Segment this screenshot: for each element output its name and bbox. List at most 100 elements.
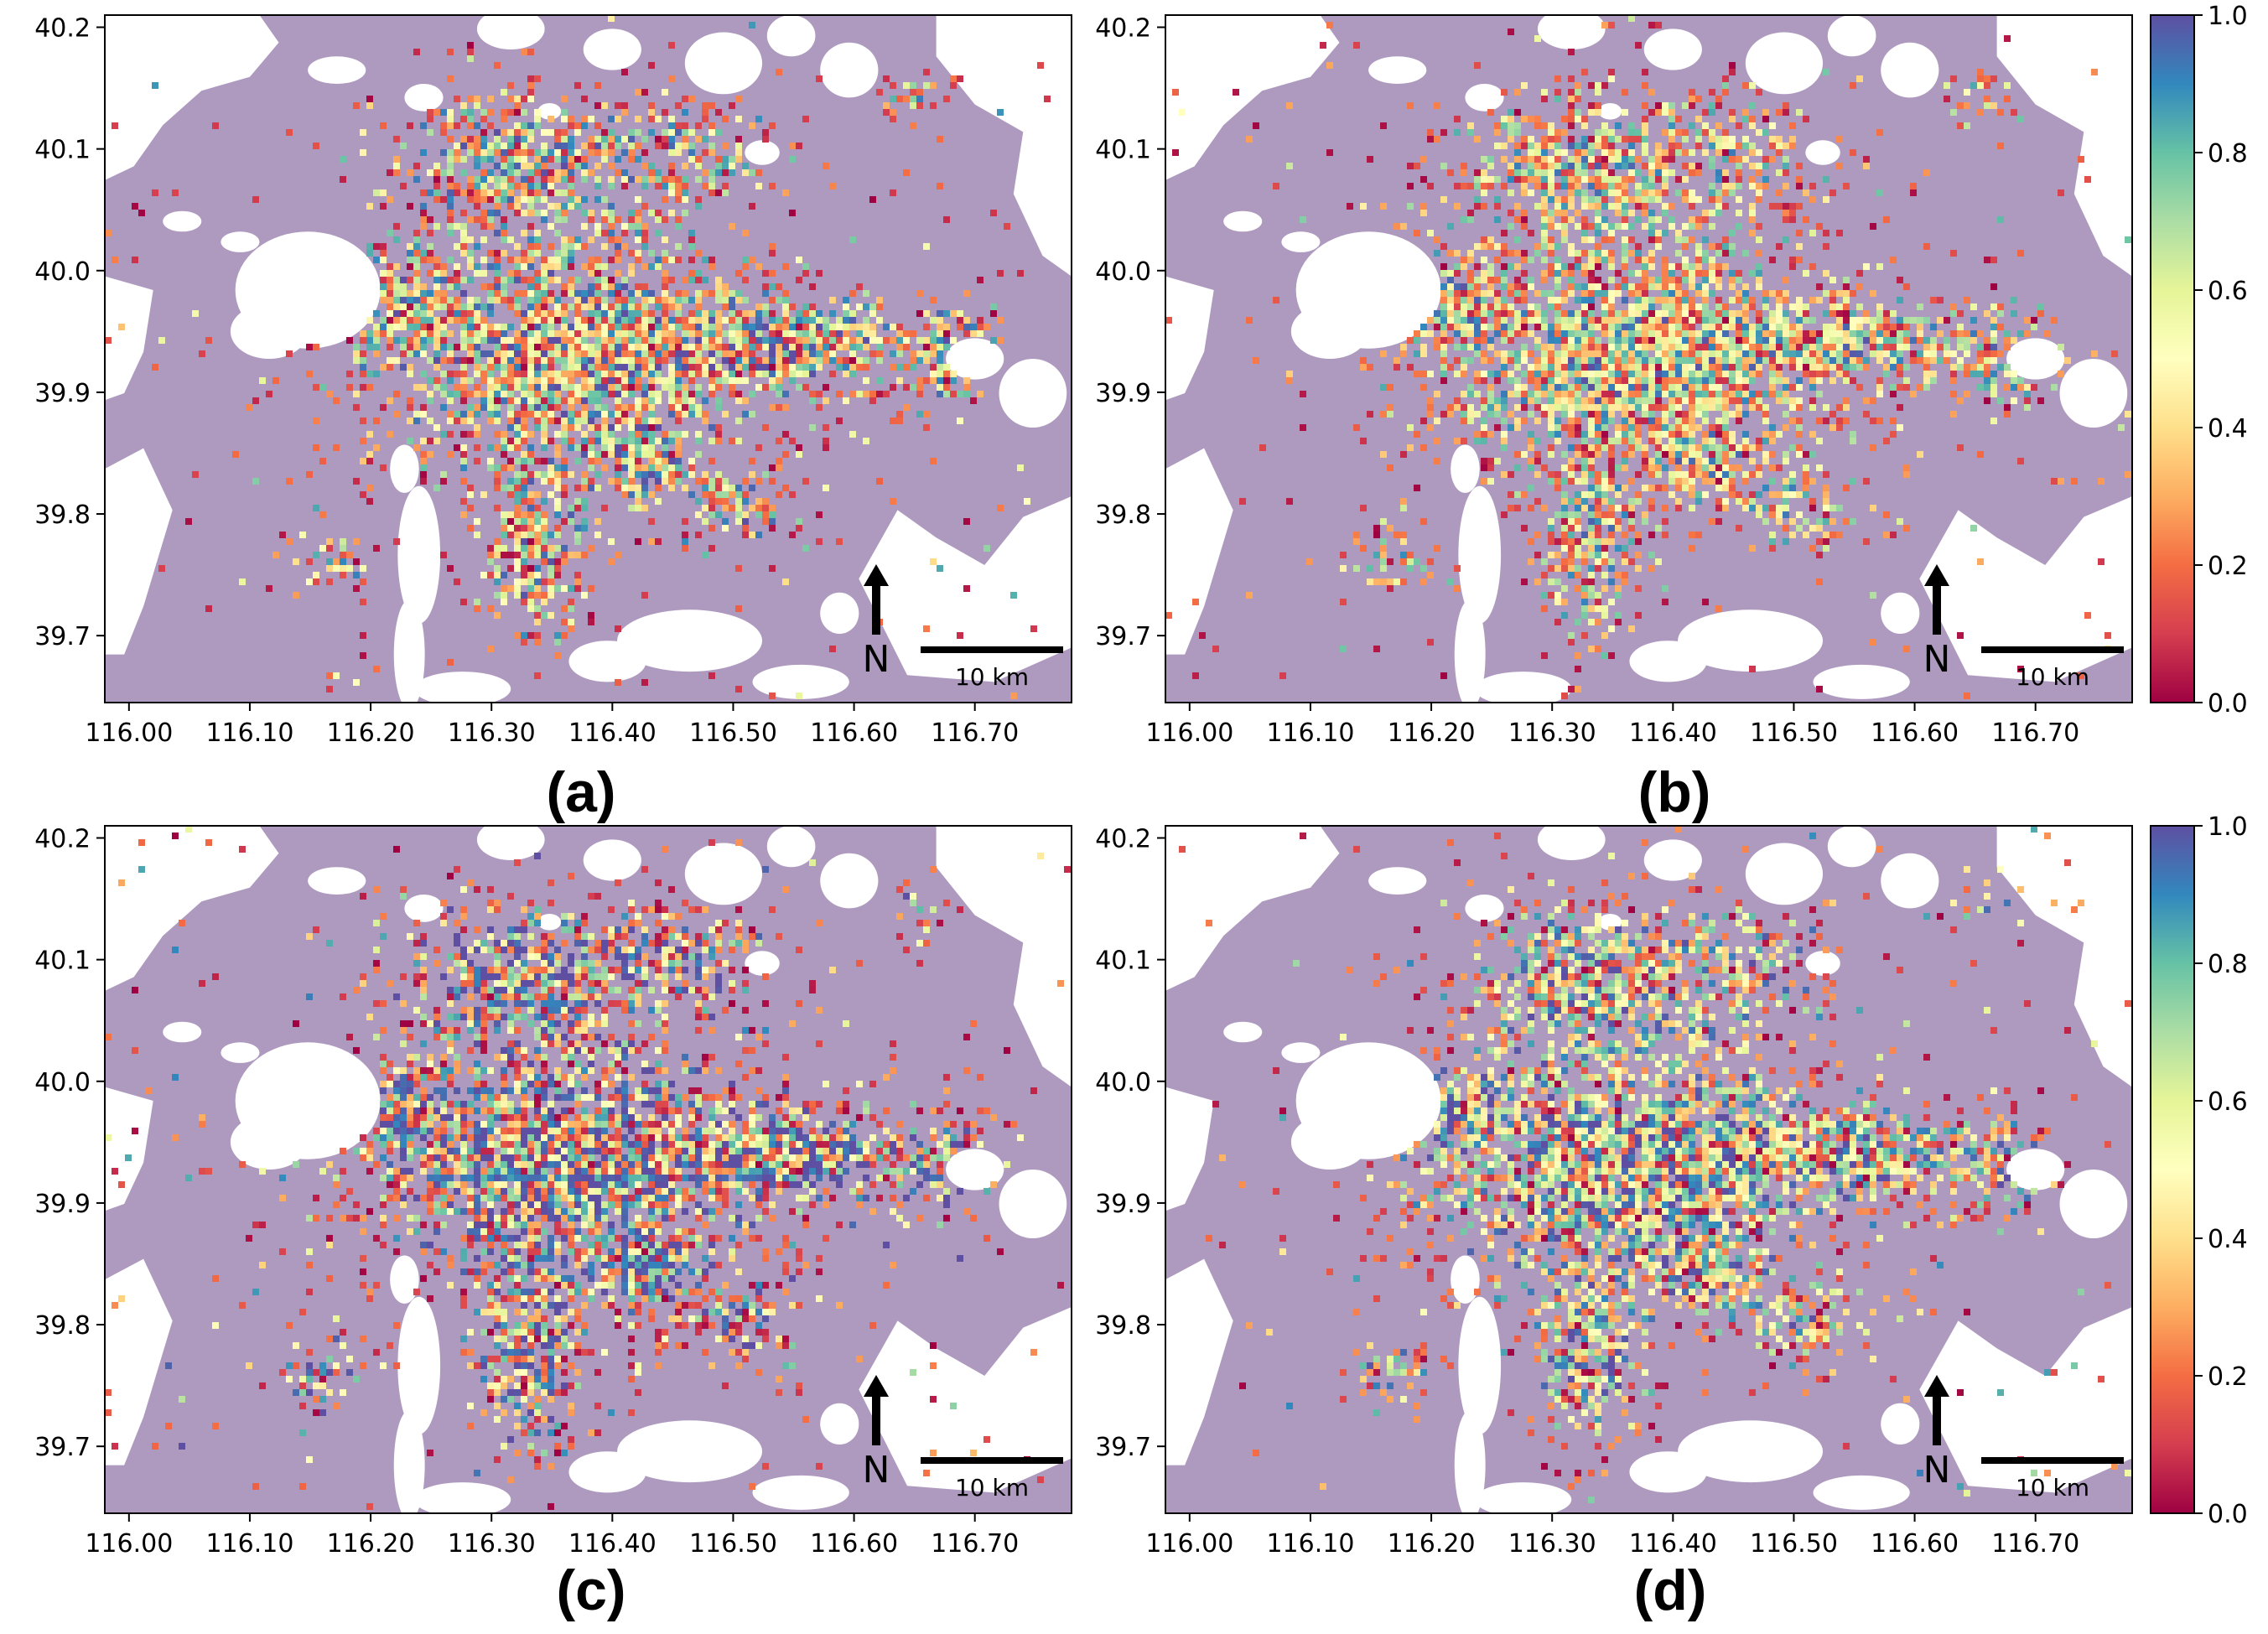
mask-region <box>1165 15 1340 180</box>
map-panel-d: N 10 km 116.00 116.10 116.20 116.30 116.40 116.… <box>1095 825 2133 1622</box>
x-tick-label: 116.00 <box>85 718 173 748</box>
mask-region <box>1881 853 1939 909</box>
mask-region <box>537 913 562 931</box>
y-tick-label: 39.9 <box>1095 379 1151 408</box>
scale-label: 10 km <box>955 1474 1029 1502</box>
mask-region <box>820 1403 859 1445</box>
mask-region <box>999 359 1067 428</box>
mask-region <box>999 1170 1067 1238</box>
x-tick-label: 116.50 <box>1750 1529 1838 1559</box>
mask-region <box>684 843 763 905</box>
mask-region <box>1881 592 1920 635</box>
map-panel-a: N 10 km 116.00 116.10 116.20 116.30 116.40 116.… <box>34 14 1072 824</box>
mask-region <box>1368 56 1427 84</box>
x-tick-label: 116.20 <box>327 718 415 748</box>
colorbar-tick-label: 1.0 <box>2208 812 2248 842</box>
scale-label: 10 km <box>955 663 1029 691</box>
colorbar-top: 0.0 0.2 0.4 0.6 0.8 1.0 <box>2150 2 2248 718</box>
scale-label: 10 km <box>2016 1474 2089 1502</box>
mask-region <box>163 210 202 232</box>
mask-region <box>568 1451 646 1493</box>
y-tick-label: 40.0 <box>1095 1068 1151 1097</box>
urban-cells <box>1165 15 2131 699</box>
mask-region <box>820 42 879 98</box>
y-tick-label: 40.2 <box>34 825 91 854</box>
colorbar-tick-label: 0.0 <box>2208 1500 2248 1529</box>
scale-bar <box>921 646 1063 653</box>
mask-region <box>1451 1255 1480 1304</box>
panel-label-a: (a) <box>546 760 615 824</box>
mask-region <box>583 29 641 70</box>
x-tick-label: 116.50 <box>1750 718 1838 748</box>
mask-region <box>1881 42 1939 98</box>
mask-region <box>1996 15 2132 277</box>
mask-region <box>413 1482 511 1513</box>
mask-region <box>1745 843 1824 905</box>
mask-region <box>1290 1114 1369 1170</box>
mask-region <box>617 610 763 672</box>
north-arrow-shaft <box>1933 583 1941 635</box>
panels-layer: N 10 km 116.00 116.10 116.20 116.30 116.40 116.… <box>34 14 2133 1622</box>
y-tick-label: 40.2 <box>1095 14 1151 44</box>
map-frame <box>104 825 1072 1514</box>
mask-region <box>1537 826 1606 860</box>
mask-region <box>1598 102 1622 120</box>
y-tick-label: 39.9 <box>34 1190 91 1219</box>
mask-region <box>583 839 641 881</box>
mask-region <box>820 592 859 635</box>
x-tick-label: 116.30 <box>448 718 536 748</box>
mask-region <box>1368 867 1427 895</box>
mask-region <box>230 303 309 360</box>
mask-region <box>1805 951 1840 976</box>
mask-region <box>2006 338 2065 380</box>
mask-region <box>1458 1296 1502 1434</box>
x-tick-label: 116.20 <box>1388 718 1476 748</box>
mask-region <box>752 1475 849 1510</box>
mask-region <box>766 15 816 57</box>
x-tick-label: 116.30 <box>1508 1529 1596 1559</box>
colorbar-tick-label: 0.4 <box>2208 1225 2248 1254</box>
mask-region <box>308 867 366 895</box>
y-tick-label: 40.1 <box>1095 136 1151 165</box>
y-tick-label: 40.1 <box>34 136 91 165</box>
mask-region <box>1165 1258 1233 1465</box>
colorbar-bottom: 0.0 0.2 0.4 0.6 0.8 1.0 <box>2150 812 2248 1529</box>
mask-region <box>1281 1042 1321 1063</box>
y-tick-label: 39.7 <box>34 1433 91 1462</box>
y-tick-label: 39.8 <box>34 501 91 530</box>
mask-region <box>1996 826 2132 1087</box>
mask-region <box>390 444 419 493</box>
mask-region <box>684 32 763 95</box>
colorbars-layer: 0.0 0.2 0.4 0.6 0.8 1.0 0.0 0.2 0.4 0.6 0.8 1.0 <box>2150 2 2248 1529</box>
mask-region <box>745 140 780 165</box>
x-tick-label: 116.60 <box>810 1529 898 1559</box>
mask-region <box>1919 1307 2132 1493</box>
mask-region <box>221 231 260 252</box>
y-tick-label: 40.1 <box>34 947 91 976</box>
mask-region <box>1678 610 1824 672</box>
north-arrow-icon <box>1924 1375 1949 1397</box>
mask-region <box>1745 32 1824 95</box>
x-tick-label: 116.40 <box>568 718 657 748</box>
mask-region <box>2006 1149 2065 1190</box>
north-label: N <box>1923 1449 1951 1491</box>
north-arrow-shaft <box>872 1393 880 1445</box>
x-tick-label: 116.50 <box>689 718 777 748</box>
mask-region <box>397 1296 441 1434</box>
map-area-a <box>105 15 1072 703</box>
scale-bar <box>1981 1457 2124 1464</box>
x-tick-label: 116.40 <box>568 1529 657 1559</box>
mask-region <box>1537 15 1606 49</box>
x-tick-label: 116.40 <box>1629 1529 1717 1559</box>
y-tick-label: 39.8 <box>34 1311 91 1341</box>
mask-region <box>568 641 646 682</box>
mask-region <box>1165 448 1233 655</box>
north-label: N <box>863 1449 890 1491</box>
colorbar-tick-label: 0.6 <box>2208 1087 2248 1117</box>
colorbar-tick-label: 0.8 <box>2208 950 2248 979</box>
mask-region <box>2059 359 2128 428</box>
mask-region <box>476 826 545 860</box>
x-tick-label: 116.60 <box>810 718 898 748</box>
mask-region <box>413 672 511 703</box>
